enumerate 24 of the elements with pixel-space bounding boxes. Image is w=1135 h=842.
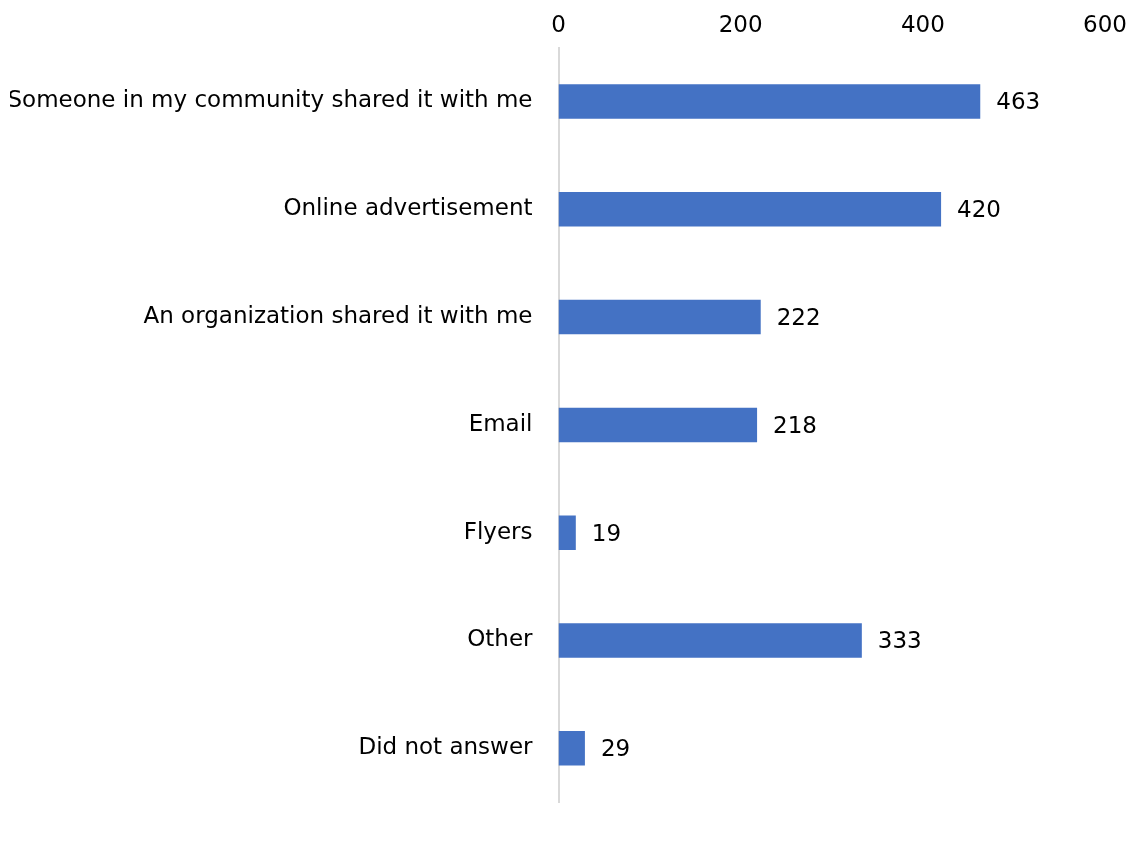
y-tick-label: An organization shared it with me xyxy=(143,302,533,329)
x-tick-label: 200 xyxy=(718,10,763,37)
bar xyxy=(558,299,761,335)
bar xyxy=(558,407,758,443)
data-label: 463 xyxy=(996,88,1041,115)
y-tick-label: Did not answer xyxy=(358,733,534,760)
data-label: 333 xyxy=(877,627,922,654)
bar xyxy=(558,192,942,227)
bar xyxy=(558,623,862,658)
y-tick-label: Email xyxy=(468,409,533,436)
y-tick-label: Other xyxy=(467,625,534,652)
data-label: 29 xyxy=(600,735,631,762)
x-tick-label: 400 xyxy=(900,10,945,37)
x-tick-label: 600 xyxy=(1083,10,1127,37)
y-tick-label: Flyers xyxy=(463,517,533,544)
data-label: 218 xyxy=(773,411,817,438)
x-tick-label: 0 xyxy=(551,10,566,37)
data-label: 19 xyxy=(591,519,622,546)
bar xyxy=(558,515,576,550)
data-label: 222 xyxy=(776,304,821,331)
bar xyxy=(558,84,981,119)
data-label: 420 xyxy=(957,196,1001,223)
bar xyxy=(558,731,585,766)
y-tick-label: Online advertisement xyxy=(283,194,533,221)
